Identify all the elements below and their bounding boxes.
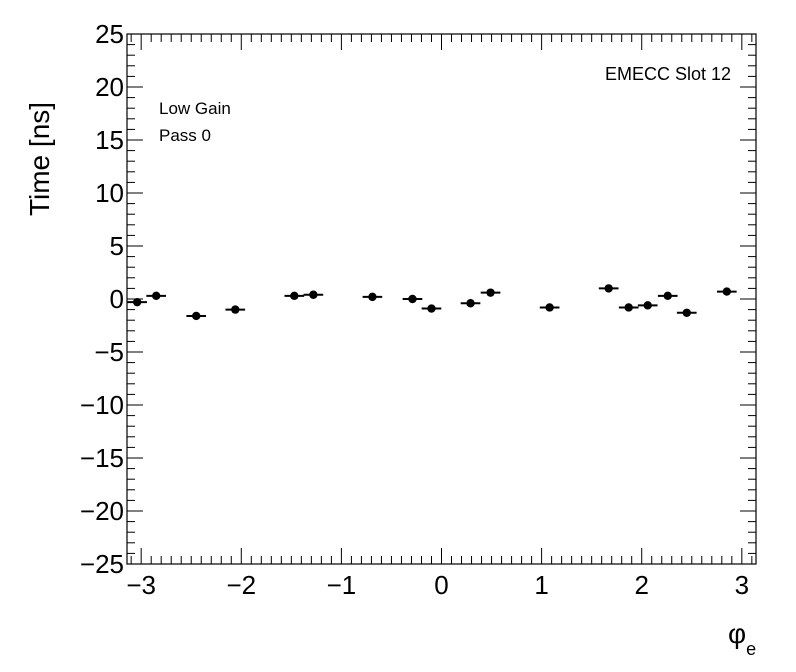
point-marker	[231, 305, 240, 314]
data-point	[618, 303, 639, 312]
x-tick-label: −3	[126, 570, 156, 600]
point-marker	[132, 297, 142, 307]
point-marker	[368, 292, 377, 302]
point-marker	[290, 291, 299, 301]
point-marker	[663, 291, 672, 301]
data-point	[539, 303, 560, 312]
data-point	[402, 294, 423, 304]
data-point	[127, 297, 148, 307]
x-tick-label: 0	[434, 570, 448, 600]
data-points	[127, 284, 737, 321]
y-tick-label: −10	[80, 390, 124, 420]
x-tick-label: 1	[534, 570, 548, 600]
data-point	[637, 301, 658, 310]
y-tick-label: 5	[110, 231, 124, 261]
data-point	[716, 287, 737, 296]
y-tick-label: 10	[95, 178, 124, 208]
x-axis-title: φe	[728, 618, 756, 659]
data-point	[676, 308, 697, 317]
point-marker	[427, 304, 436, 313]
x-axis-title-symbol: φ	[728, 618, 746, 649]
x-axis-title-subscript: e	[746, 639, 756, 659]
x-tick-label: −1	[327, 570, 357, 600]
y-tick-label: 25	[95, 19, 124, 49]
x-tick-label: 3	[735, 570, 749, 600]
point-marker	[309, 290, 318, 299]
point-marker	[151, 291, 161, 301]
y-tick-label: −5	[94, 337, 124, 367]
point-marker	[624, 303, 633, 312]
y-tick-labels: −25 −20 −15 −10 −5 0 5 10 15 20 25	[80, 19, 124, 579]
y-tick-label: 15	[95, 125, 124, 155]
data-point	[480, 288, 501, 297]
y-axis-title: Time [ns]	[24, 102, 55, 216]
data-point	[460, 299, 481, 308]
point-marker	[682, 308, 691, 317]
x-tick-label: 2	[634, 570, 648, 600]
pass-label: Pass 0	[159, 126, 211, 145]
data-point	[284, 291, 305, 301]
data-point	[598, 284, 619, 293]
y-tick-label: 0	[110, 284, 124, 314]
x-tick-label: −2	[226, 570, 256, 600]
point-marker	[466, 299, 475, 308]
point-marker	[545, 303, 554, 312]
point-marker	[486, 288, 495, 297]
point-marker	[192, 311, 201, 321]
point-marker	[722, 287, 732, 296]
y-tick-label: 20	[95, 72, 124, 102]
data-point	[146, 291, 167, 301]
data-point	[657, 291, 678, 301]
y-tick-label: −20	[80, 496, 124, 526]
y-tick-label: −25	[80, 549, 124, 579]
y-tick-label: −15	[80, 443, 124, 473]
x-tick-labels: −3 −2 −1 0 1 2 3	[126, 570, 749, 600]
point-marker	[643, 301, 652, 310]
data-point	[421, 304, 442, 313]
point-marker	[408, 294, 417, 304]
module-label: EMECC Slot 12	[605, 64, 731, 84]
data-point	[362, 292, 383, 302]
data-point	[186, 311, 207, 321]
gain-label: Low Gain	[159, 99, 231, 118]
point-marker	[604, 284, 613, 293]
data-point	[303, 290, 324, 299]
data-point	[225, 305, 246, 314]
